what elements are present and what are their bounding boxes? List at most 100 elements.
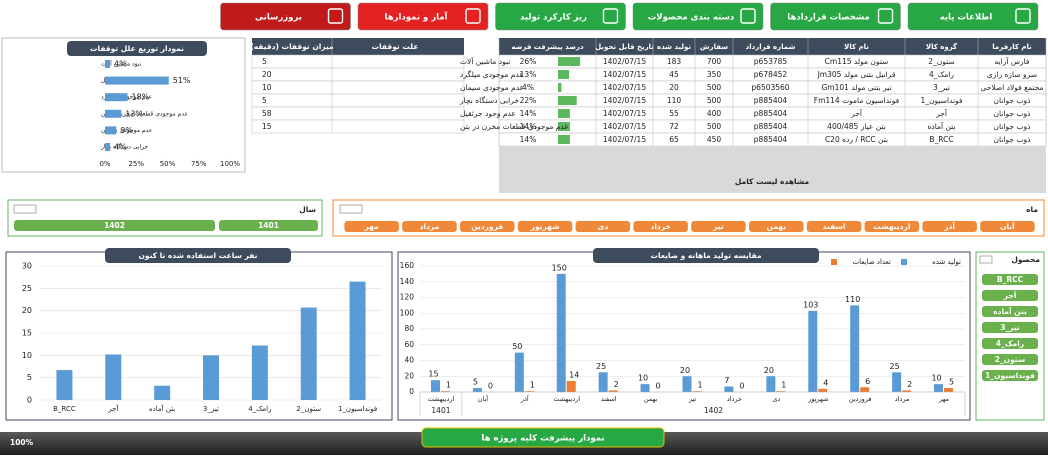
footer-button[interactable] (421, 427, 665, 448)
progress-bar (558, 135, 570, 144)
bar (105, 143, 110, 151)
x-tick-label: رامک_4 (248, 405, 271, 413)
slicer-button[interactable] (922, 221, 977, 232)
data-label: 7 (724, 376, 729, 385)
y-tick-label: 5 (27, 373, 32, 382)
cell: 20 (262, 70, 272, 79)
nav-label: دسته بندی محصولات (648, 13, 735, 23)
slicer-button[interactable] (982, 338, 1038, 349)
cell: عدم وجود جرثقیل (460, 109, 516, 118)
slicer-button[interactable] (982, 370, 1038, 381)
slicer-button-label: اردیبهشت (873, 222, 910, 231)
bar (105, 354, 122, 400)
slicer-button[interactable] (982, 322, 1038, 333)
y-tick-label: 100 (400, 308, 415, 317)
nav-button[interactable] (907, 2, 1039, 31)
bar (349, 281, 366, 400)
cell: نبود ماشین آلات (460, 56, 510, 66)
bar (892, 372, 902, 392)
slicer-button[interactable] (982, 274, 1038, 285)
chart-title-bg (105, 248, 291, 263)
nav-icon (465, 8, 481, 24)
x-tick-label: 25% (128, 160, 144, 168)
slicer-button[interactable] (402, 221, 457, 232)
bar (566, 380, 576, 392)
cell: 10 (262, 83, 272, 92)
x-tick-label: آجر (107, 404, 119, 413)
slicer-button[interactable] (864, 221, 920, 232)
nav-button[interactable] (770, 2, 901, 31)
slicer-button-label: 1401 (258, 221, 279, 230)
slicer-button[interactable] (14, 220, 215, 231)
slicer-button[interactable] (806, 221, 862, 232)
bar (556, 273, 566, 392)
bar (902, 390, 912, 392)
nav-button[interactable] (495, 2, 626, 31)
bar (472, 388, 482, 392)
x-tick-label: 75% (191, 160, 207, 168)
view-all-link: مشاهده لیست کامل (735, 177, 810, 186)
nav-button[interactable] (357, 2, 489, 31)
cell: p678452 (754, 70, 788, 79)
x-tick-label: خرداد (727, 395, 742, 403)
data-label: 110 (845, 295, 860, 304)
slicer-button-label: مهر (364, 222, 380, 231)
group-label: 1401 (431, 406, 450, 415)
slicer-button[interactable] (460, 221, 515, 232)
bar (300, 307, 317, 400)
slicer-filter-icon[interactable] (979, 255, 993, 264)
progress-bar (558, 70, 570, 79)
slicer-button[interactable] (982, 354, 1038, 365)
x-tick-label: تیر (688, 395, 697, 403)
cell: 1402/07/15 (603, 109, 646, 118)
cell: 700 (707, 57, 722, 66)
bar (944, 388, 954, 392)
footer-button-label: نمودار پیشرفت کلیه پروژه ها (481, 434, 604, 444)
cell: 20 (669, 83, 679, 92)
legend-label: تعداد ضایعات (853, 258, 891, 266)
table-row (251, 67, 465, 82)
data-label: 18% (132, 93, 150, 102)
bar (608, 390, 618, 392)
bar (808, 310, 818, 392)
x-tick-label: فروردین (849, 395, 872, 403)
slicer-button[interactable] (575, 221, 631, 232)
slicer-filter-icon[interactable] (339, 204, 363, 214)
slicer-filter-icon[interactable] (13, 204, 37, 214)
table-header (252, 38, 464, 55)
slicer-button[interactable] (982, 306, 1038, 317)
data-label: 0 (739, 382, 744, 391)
slicer-button-label: فروردین (471, 222, 503, 231)
slicer-button[interactable] (691, 221, 746, 232)
slicer-button[interactable] (344, 221, 399, 232)
nav-label: اطلاعات پایه (940, 13, 993, 23)
nav-button[interactable] (220, 2, 351, 31)
bar (640, 384, 650, 392)
data-label: 5 (473, 378, 478, 387)
slicer-button[interactable] (749, 221, 804, 232)
legend-label: تولید شده (932, 258, 961, 266)
column-header: تولید شده (657, 43, 691, 51)
data-label: 20 (680, 366, 690, 375)
slicer-button-label: دی (597, 222, 608, 231)
slicer-button-label: بتن آماده (993, 306, 1027, 316)
nav-icon (1015, 8, 1031, 24)
group-label: 1402 (704, 406, 723, 415)
chart-title: نفر ساعت استفاده شده تا کنون (139, 251, 258, 260)
cell: B_RCC (929, 135, 953, 144)
nav-button[interactable] (632, 2, 764, 31)
nav-icon (602, 8, 619, 24)
slicer-button[interactable] (980, 221, 1035, 232)
y-tick-label: 10 (22, 351, 32, 360)
x-tick-label: اسفند (601, 395, 617, 403)
bar (766, 376, 776, 392)
data-label: 0 (488, 382, 493, 391)
bar (56, 370, 73, 400)
slicer-button[interactable] (982, 290, 1038, 301)
table-row (251, 93, 465, 108)
column-header: نام کارفرما (992, 43, 1032, 51)
slicer-button[interactable] (219, 220, 318, 231)
cell: آجر (850, 108, 863, 118)
slicer-button[interactable] (633, 221, 688, 232)
slicer-button[interactable] (517, 221, 573, 232)
